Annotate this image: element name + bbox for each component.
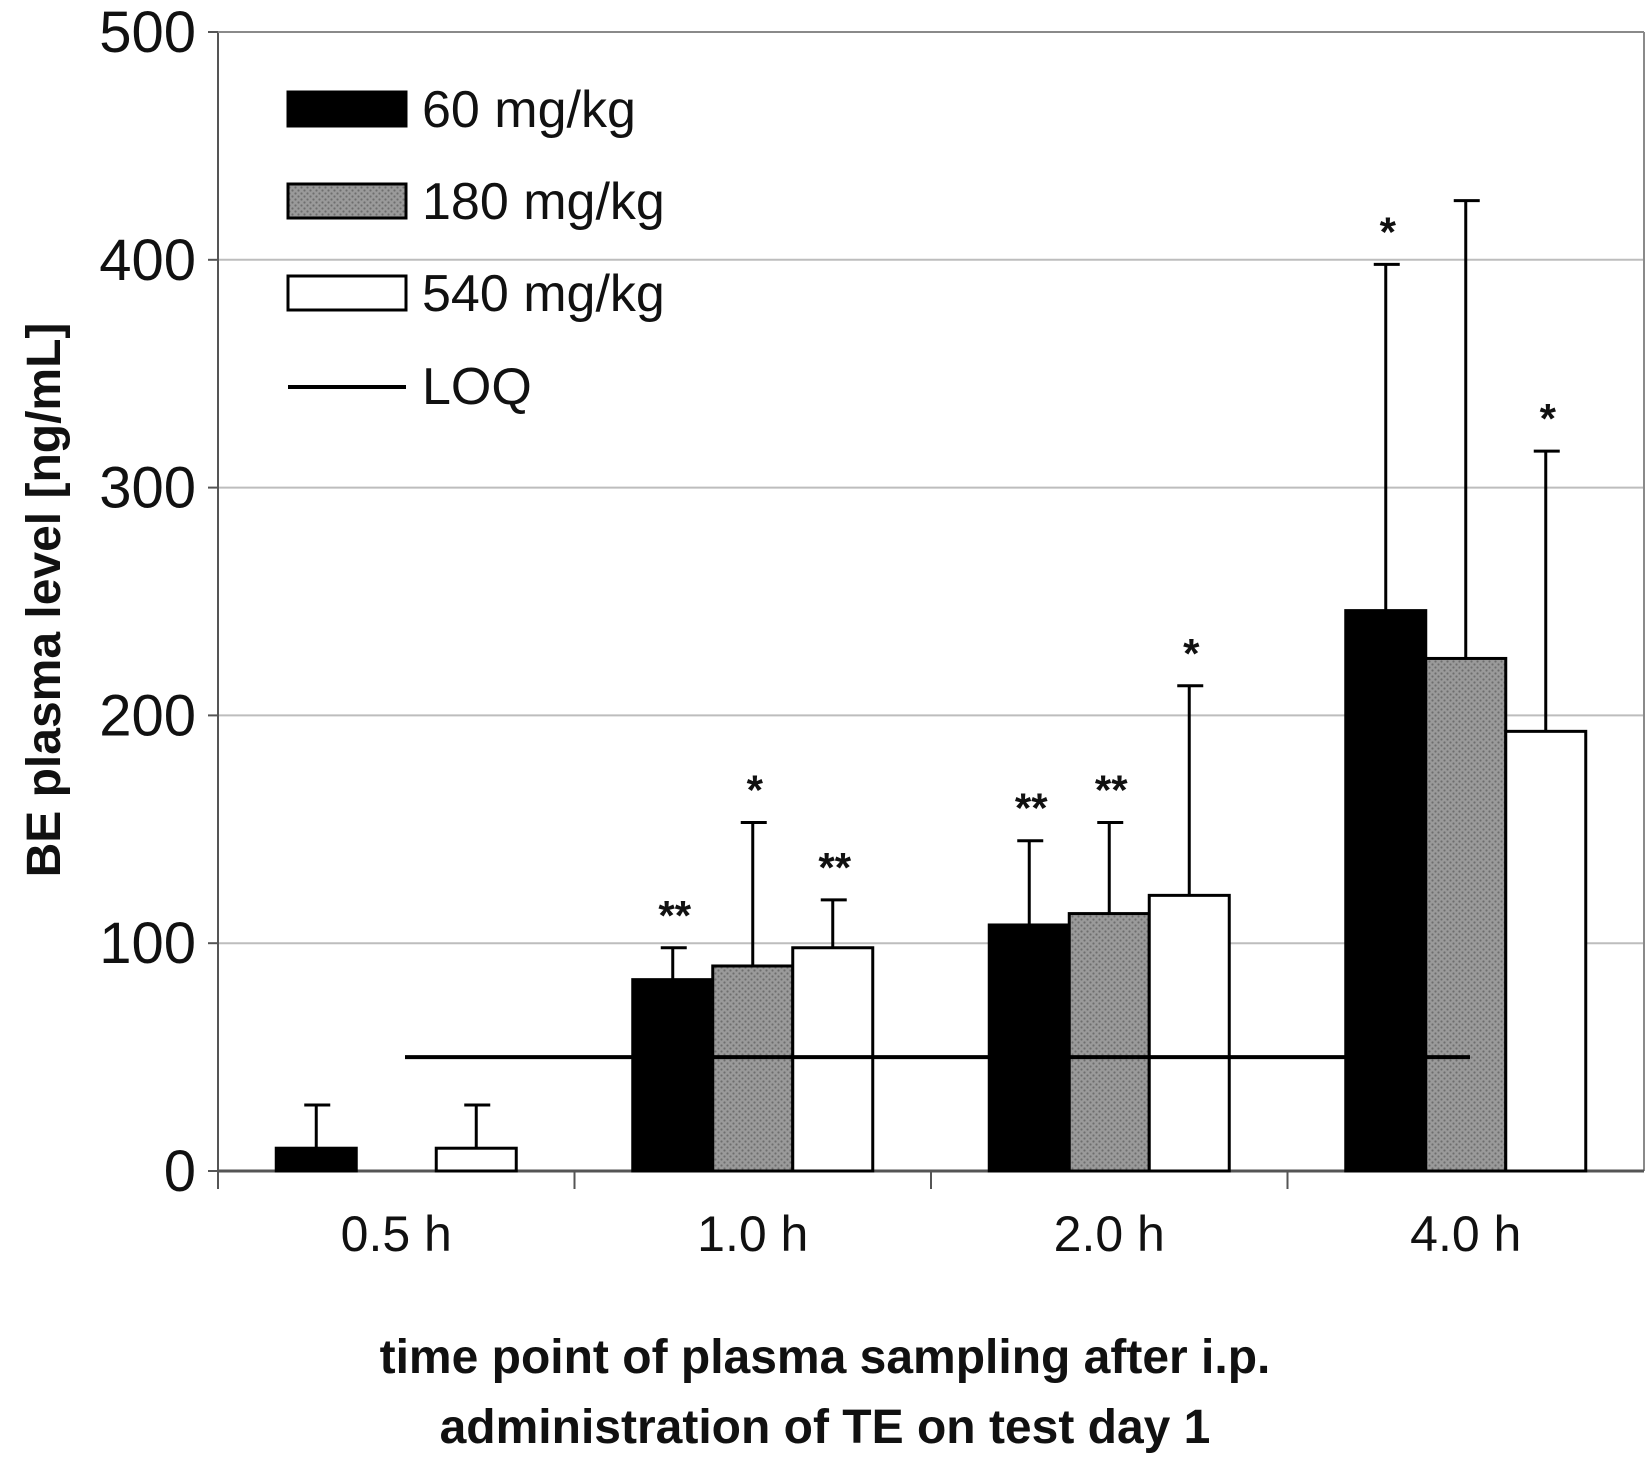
x-tick-label: 2.0 h: [1054, 1206, 1165, 1262]
legend-label: 180 mg/kg: [422, 173, 665, 231]
y-axis-title: BE plasma level [ng/mL]: [18, 323, 71, 878]
x-tick-label: 1.0 h: [697, 1206, 808, 1262]
significance-marker: *: [747, 766, 764, 813]
bar-540-mg-kg: [791, 946, 875, 1173]
legend-label: 540 mg/kg: [422, 265, 665, 323]
bar-540-mg-kg: [1147, 893, 1231, 1173]
y-tick-label: 100: [99, 911, 196, 976]
bar-60-mg-kg: [987, 923, 1071, 1173]
bar-540-mg-kg: [434, 1146, 518, 1173]
significance-marker: *: [1540, 395, 1557, 442]
significance-marker: **: [1095, 766, 1128, 813]
legend-label: LOQ: [422, 358, 532, 416]
bar-540-mg-kg: [1504, 729, 1588, 1173]
y-tick-label: 200: [99, 683, 196, 748]
significance-marker: **: [1015, 785, 1048, 832]
x-tick-label: 4.0 h: [1410, 1206, 1521, 1262]
bar-180-mg-kg: [711, 964, 795, 1173]
bar-180-mg-kg: [1067, 912, 1151, 1173]
significance-marker: **: [658, 892, 691, 939]
significance-marker: **: [818, 844, 851, 891]
legend-swatch: [286, 182, 408, 220]
y-tick-label: 500: [99, 0, 196, 65]
legend-label: 60 mg/kg: [422, 81, 636, 139]
legend-swatch: [286, 274, 408, 312]
bar-60-mg-kg: [631, 978, 715, 1173]
legend-swatch: [286, 90, 408, 128]
y-tick-label: 0: [164, 1139, 196, 1204]
significance-marker: *: [1380, 208, 1397, 255]
bar-60-mg-kg: [274, 1146, 358, 1173]
bar-60-mg-kg: [1344, 609, 1428, 1173]
y-tick-label: 400: [99, 228, 196, 293]
x-axis-title-line-2: administration of TE on test day 1: [440, 1401, 1211, 1454]
bar-180-mg-kg: [1424, 656, 1508, 1173]
x-axis-title-line-1: time point of plasma sampling after i.p.: [380, 1331, 1271, 1384]
x-tick-label: 0.5 h: [341, 1206, 452, 1262]
y-tick-label: 300: [99, 456, 196, 521]
significance-marker: *: [1183, 630, 1200, 677]
